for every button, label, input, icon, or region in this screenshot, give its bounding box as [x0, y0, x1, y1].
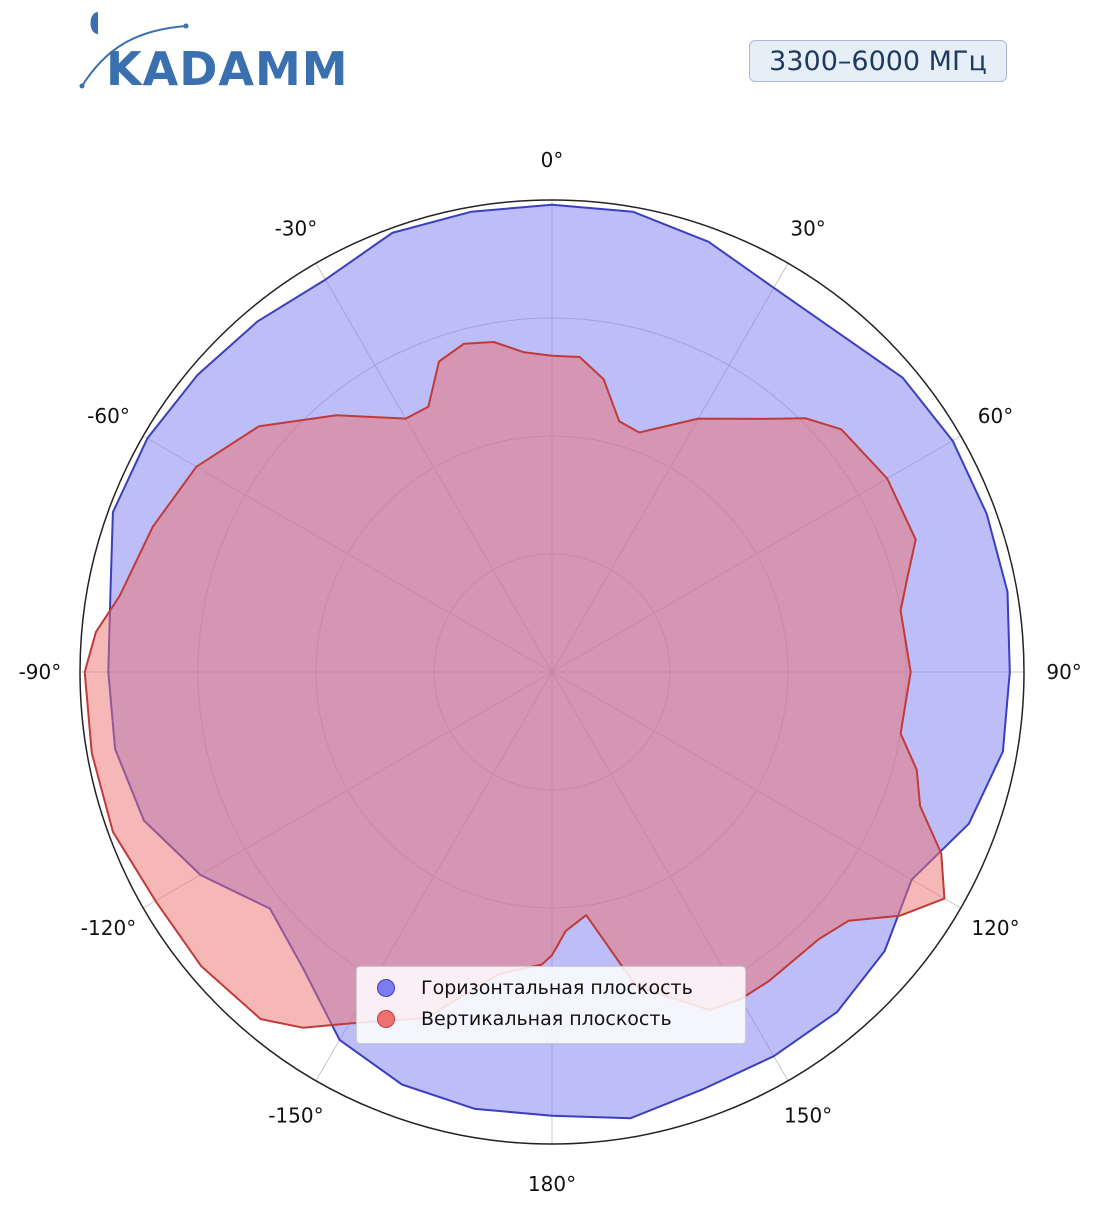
- angle-tick-label: 120°: [971, 916, 1019, 940]
- brand-logo: KADAMM: [76, 8, 366, 96]
- angle-tick-labels: 0° 30° 60° 90° 120° 150° 180° -150° -120° -90° -60…: [19, 148, 1082, 1196]
- angle-tick-label: -60°: [87, 404, 130, 428]
- polar-frame: [79, 199, 1025, 1145]
- angle-tick-label: -90°: [19, 660, 62, 684]
- frequency-badge-label: 3300–6000 МГц: [769, 45, 987, 77]
- kadamm-logo-icon: KADAMM: [79, 12, 349, 96]
- angle-tick-label: 30°: [790, 217, 825, 241]
- legend-marker-vertical: [377, 1010, 395, 1028]
- polar-outer-ring: [79, 199, 1025, 1145]
- legend-label-vertical: Вертикальная плоскость: [421, 1008, 672, 1030]
- angle-tick-label: -150°: [268, 1104, 323, 1128]
- legend: Горизонтальная плоскость Вертикальная пл…: [356, 966, 746, 1044]
- legend-label-horizontal: Горизонтальная плоскость: [421, 977, 693, 999]
- angle-tick-label: 180°: [528, 1172, 576, 1196]
- angle-tick-label: -120°: [81, 916, 136, 940]
- svg-text:KADAMM: KADAMM: [106, 42, 349, 94]
- legend-item-horizontal: Горизонтальная плоскость: [377, 977, 693, 999]
- legend-item-vertical: Вертикальная плоскость: [377, 1008, 672, 1030]
- angle-tick-label: 0°: [541, 148, 564, 172]
- series-area-vertical: [83, 341, 946, 1029]
- angle-tick-label: -30°: [275, 217, 318, 241]
- legend-marker-horizontal: [377, 979, 395, 997]
- angle-tick-label: 60°: [978, 404, 1013, 428]
- angle-tick-label: 150°: [784, 1104, 832, 1128]
- angle-tick-label: 90°: [1046, 660, 1081, 684]
- frequency-badge: 3300–6000 МГц: [749, 40, 1007, 82]
- polar-series: [83, 203, 1011, 1120]
